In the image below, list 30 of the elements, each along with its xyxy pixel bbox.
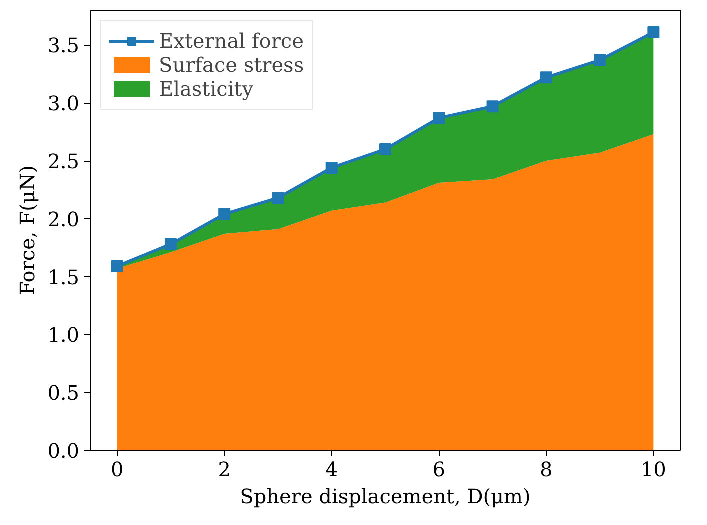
point [486,100,499,113]
x-tick-label: 8 [540,458,553,482]
point [380,143,392,156]
x-tick-label: 10 [640,458,666,482]
y-axis-title: Force, F(μN) [16,165,40,296]
y-tick-label: 1.5 [48,265,80,290]
point [540,72,552,84]
legend-label: External force [159,29,304,53]
x-axis-title: Sphere displacement, D(μm) [240,484,531,508]
y-tick-label: 3.5 [48,34,80,58]
point [164,238,177,250]
point [433,112,446,124]
y-tick-label: 0.5 [48,381,80,406]
y-tick-label: 0.0 [48,439,80,463]
y-tick-label: 2.5 [48,150,80,174]
x-tick-label: 4 [326,458,338,482]
x-tick-label: 6 [432,458,446,482]
point [218,208,231,220]
legend-label: Surface stress [159,53,304,77]
x-tick-label: 0 [110,458,124,482]
y-tick-label: 1.0 [48,323,80,348]
point [111,260,124,272]
legend-label: Elasticity [159,77,254,101]
point [648,26,660,38]
point [326,162,338,174]
y-tick-label: 3.0 [48,92,80,116]
y-tick-label: 2.0 [48,207,80,232]
x-tick-label: 2 [218,458,231,482]
point [594,54,606,66]
point [272,192,284,204]
